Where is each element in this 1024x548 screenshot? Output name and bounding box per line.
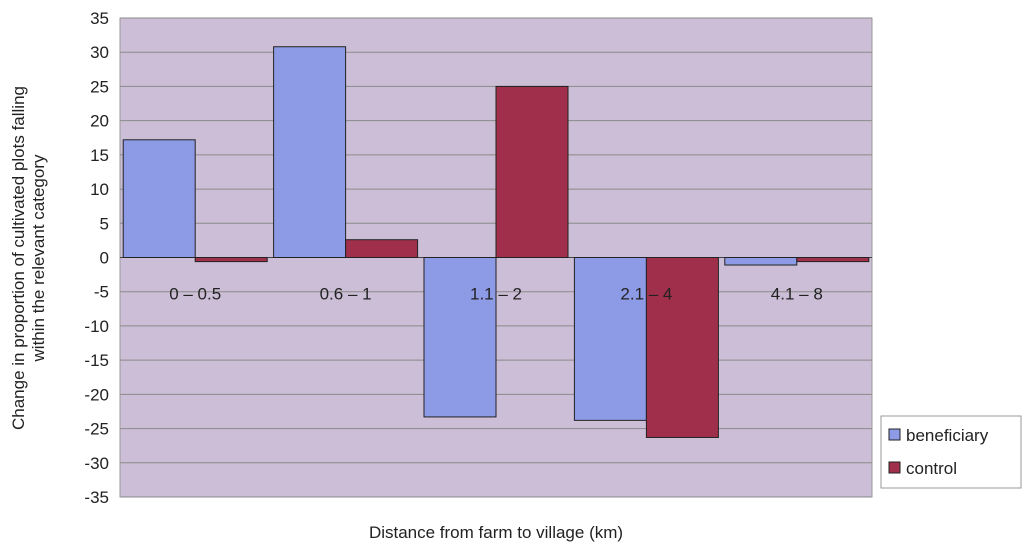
y-tick-label: 25 xyxy=(90,77,109,96)
legend-swatch-control xyxy=(888,461,901,474)
y-axis-label-line-2: within the relevant category xyxy=(29,154,48,362)
bar-control-2 xyxy=(495,85,569,258)
legend-box xyxy=(880,415,1022,489)
y-tick-labels: 35 30 25 20 15 10 5 0 -5 -10 -15 -20 -25 -30 -35 xyxy=(84,9,109,507)
y-axis-label-line-1: Change in proportion of cultivated plots… xyxy=(9,86,28,430)
y-tick-label: 30 xyxy=(90,43,109,62)
y-tick-label: -10 xyxy=(84,317,109,336)
bar-beneficiary-4 xyxy=(724,257,798,266)
bar-control-4 xyxy=(796,257,870,263)
y-tick-label: -25 xyxy=(84,420,109,439)
y-tick-label: -35 xyxy=(84,488,109,507)
y-axis-label: Change in proportion of cultivated plots… xyxy=(9,86,48,430)
y-tick-label: -30 xyxy=(84,454,109,473)
category-label: 0 – 0.5 xyxy=(169,285,221,304)
x-axis-label: Distance from farm to village (km) xyxy=(369,523,623,542)
y-tick-label: 15 xyxy=(90,146,109,165)
y-tick-label: 5 xyxy=(100,214,109,233)
category-label: 0.6 – 1 xyxy=(320,285,372,304)
bar-beneficiary-1 xyxy=(273,46,347,258)
bar-control-3 xyxy=(645,257,719,438)
y-tick-label: 35 xyxy=(90,9,109,28)
bar-control-1 xyxy=(345,239,419,258)
y-tick-label: 20 xyxy=(90,112,109,131)
y-tick-label: 0 xyxy=(100,249,109,268)
bar-control-0 xyxy=(194,257,268,263)
category-label: 1.1 – 2 xyxy=(470,285,522,304)
bars xyxy=(122,46,870,438)
legend: beneficiary control xyxy=(880,415,1022,489)
legend-label-control: control xyxy=(906,459,957,478)
y-tick-label: -15 xyxy=(84,351,109,370)
legend-swatch-beneficiary xyxy=(888,428,901,441)
category-labels: 0 – 0.5 0.6 – 1 1.1 – 2 2.1 – 4 4.1 – 8 xyxy=(169,285,823,304)
y-tick-label: 10 xyxy=(90,180,109,199)
bar-beneficiary-0 xyxy=(122,139,196,258)
legend-label-beneficiary: beneficiary xyxy=(906,426,989,445)
bar-beneficiary-2 xyxy=(423,257,497,418)
y-tick-label: -20 xyxy=(84,385,109,404)
category-label: 2.1 – 4 xyxy=(620,285,672,304)
category-label: 4.1 – 8 xyxy=(771,285,823,304)
y-tick-label: -5 xyxy=(94,283,109,302)
bar-beneficiary-3 xyxy=(573,257,647,421)
